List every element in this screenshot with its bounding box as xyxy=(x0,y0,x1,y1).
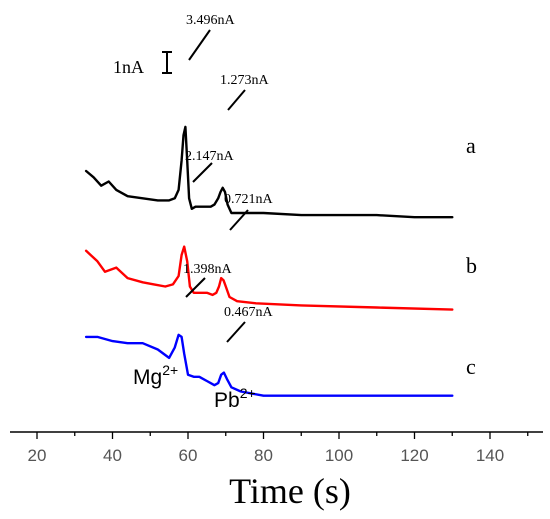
x-tick-label: 20 xyxy=(28,446,47,465)
leader-b-mg xyxy=(192,162,213,183)
trace-label-c: c xyxy=(466,354,476,379)
annotation-a-mg: 3.496nA xyxy=(186,13,236,28)
trace-b xyxy=(84,245,454,311)
trace-c xyxy=(84,333,454,397)
leader-b-pb xyxy=(229,209,249,231)
x-ticks: 20 40 60 80 100 120 140 xyxy=(28,432,529,465)
annotation-c-pb: 0.467nA xyxy=(224,305,274,320)
x-axis: 20 40 60 80 100 120 140 Time (s) xyxy=(10,431,543,511)
trace-label-b: b xyxy=(466,253,477,278)
x-axis-label: Time (s) xyxy=(229,471,351,511)
annotation-b-mg: 2.147nA xyxy=(185,149,235,164)
traces xyxy=(84,125,454,397)
trace-a xyxy=(84,125,454,219)
leader-c-mg xyxy=(185,277,206,298)
peak-label-pb: Pb2+ xyxy=(214,385,256,412)
annotation-a-pb: 1.273nA xyxy=(220,73,270,88)
x-tick-label: 140 xyxy=(476,446,504,465)
scale-bar-label: 1nA xyxy=(113,57,144,77)
leader-a-pb xyxy=(227,89,246,111)
peak-annotations: 3.496nA 1.273nA 2.147nA 0.721nA 1.398nA … xyxy=(183,13,274,343)
x-tick-label: 80 xyxy=(254,446,273,465)
x-tick-label: 120 xyxy=(400,446,428,465)
x-tick-label: 40 xyxy=(103,446,122,465)
trace-label-a: a xyxy=(466,133,476,158)
x-tick-label: 60 xyxy=(179,446,198,465)
annotation-b-pb: 0.721nA xyxy=(224,192,274,207)
leader-a-mg xyxy=(188,29,211,61)
scale-bar: 1nA xyxy=(113,51,172,77)
leader-c-pb xyxy=(226,321,246,343)
annotation-c-mg: 1.398nA xyxy=(183,262,233,277)
peak-label-mg: Mg2+ xyxy=(133,362,178,389)
x-tick-label: 100 xyxy=(325,446,353,465)
